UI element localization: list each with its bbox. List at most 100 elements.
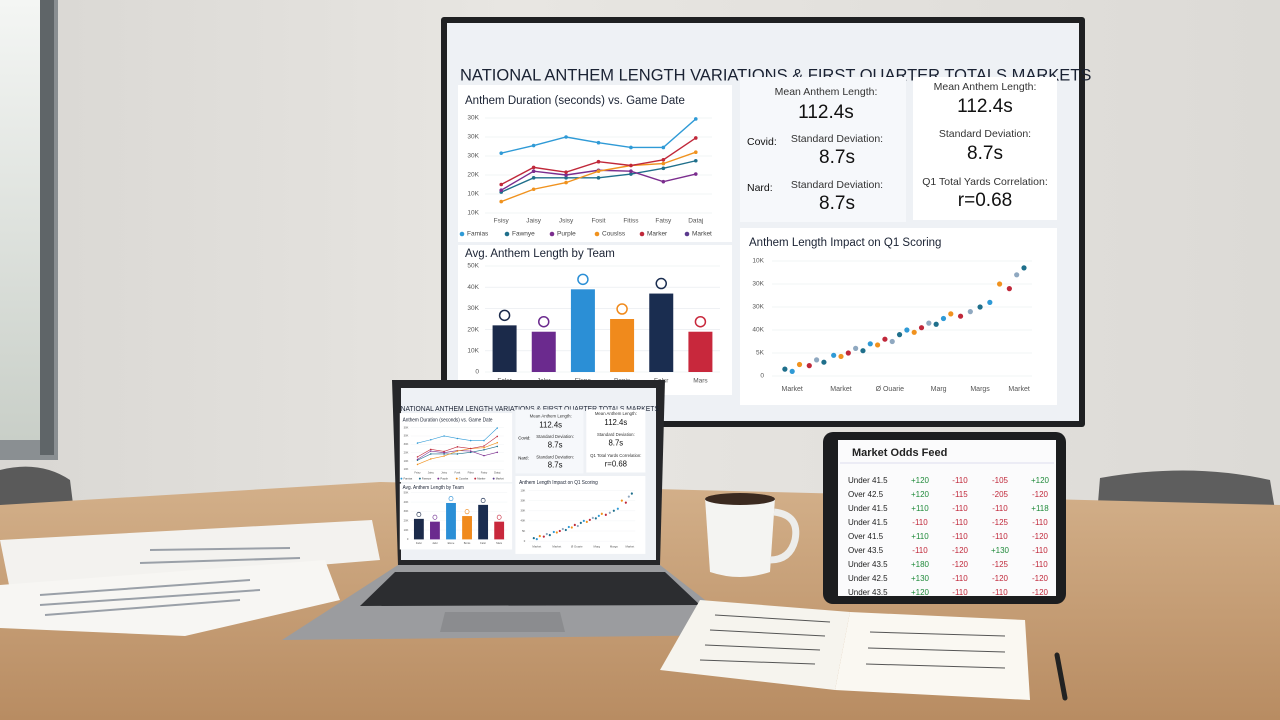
point	[918, 325, 925, 331]
odds-cell: -110	[912, 518, 928, 527]
team-logo	[498, 309, 511, 322]
bar	[531, 331, 556, 372]
point	[987, 299, 993, 305]
odds-cell: -120	[1032, 574, 1049, 583]
point	[693, 158, 698, 163]
odds-cell: +120	[911, 490, 930, 499]
odds-cell: -110	[952, 518, 968, 527]
point	[845, 350, 851, 356]
stat-value: 112.4s	[957, 96, 1013, 117]
odds-cell: -120	[952, 560, 969, 569]
x-tick-label: Market	[781, 386, 802, 393]
team-logo	[538, 315, 550, 328]
y-tick-label: 30K	[752, 304, 764, 311]
y-tick-label: 40K	[467, 284, 479, 291]
dashboard: NATIONAL ANTHEM LENGTH VARIATIONS & FIRS…	[458, 66, 1091, 405]
tablet-screen	[838, 440, 1056, 596]
odds-cell: -120	[992, 574, 1009, 583]
point	[596, 159, 601, 164]
stat-value: 8.7s	[819, 193, 855, 214]
bar	[649, 293, 674, 372]
y-tick-label: 10K	[467, 191, 479, 198]
stat-value: 8.7s	[967, 143, 1003, 164]
stat-label: Q1 Total Yards Correlation:	[922, 176, 1047, 188]
point	[661, 158, 666, 162]
stat-value: r=0.68	[958, 190, 1012, 211]
point	[531, 143, 536, 148]
mug-handle	[769, 508, 800, 564]
legend-swatch	[639, 231, 645, 237]
odds-cell: -110	[952, 504, 968, 513]
legend-label: Fawnye	[512, 231, 535, 238]
point	[499, 199, 504, 204]
y-tick-label: 0	[760, 373, 764, 380]
point	[661, 145, 666, 150]
odds-cell: +120	[911, 476, 930, 485]
point	[629, 163, 633, 168]
odds-cell: -110	[912, 546, 928, 555]
point	[933, 321, 939, 327]
window	[0, 0, 40, 440]
point	[1006, 286, 1012, 292]
point	[838, 353, 844, 360]
x-tick-label: Market	[1008, 386, 1029, 393]
notebook-page	[835, 612, 1030, 700]
odds-cell: -110	[1032, 546, 1048, 555]
legend-label: Marker	[647, 231, 668, 238]
point	[531, 165, 536, 170]
odds-cell: -125	[992, 560, 1009, 569]
point	[531, 176, 536, 180]
point	[499, 151, 504, 155]
point	[564, 135, 568, 139]
bar	[492, 325, 517, 372]
y-tick-label: 30K	[467, 153, 479, 160]
y-tick-label: 10K	[752, 258, 764, 265]
point	[967, 309, 973, 315]
point	[1021, 265, 1027, 271]
keyboard	[360, 572, 700, 606]
point	[977, 304, 983, 310]
y-tick-label: 5K	[756, 350, 765, 357]
chart-title: Anthem Duration (seconds) vs. Game Date	[465, 95, 685, 107]
odds-cell: -120	[952, 546, 969, 555]
point	[882, 336, 888, 342]
odds-cell: -110	[1032, 518, 1048, 527]
odds-cell: -110	[952, 476, 968, 485]
x-tick-label: Jsisy	[559, 218, 574, 225]
panel	[458, 245, 732, 395]
point	[564, 176, 568, 180]
odds-cell: -110	[952, 574, 968, 583]
point	[806, 363, 812, 369]
odds-cell: +110	[911, 504, 929, 513]
odds-cell: -110	[952, 588, 968, 597]
point	[911, 329, 917, 335]
bar	[688, 331, 713, 372]
legend-swatch	[549, 231, 555, 237]
point	[796, 361, 803, 368]
stat-label: Mean Anthem Length:	[775, 86, 878, 98]
stat-label: Standard Deviation:	[791, 133, 883, 145]
legend-label: Purple	[557, 231, 576, 238]
chart-title: Avg. Anthem Length by Team	[465, 248, 615, 260]
y-tick-label: 40K	[752, 327, 764, 334]
team-logo	[655, 277, 667, 290]
point	[596, 176, 601, 180]
point	[531, 169, 536, 173]
panel	[740, 77, 906, 222]
market-label: Under 41.5	[848, 518, 888, 527]
coffee	[705, 493, 775, 505]
point	[867, 341, 873, 347]
point	[875, 342, 881, 348]
notebook-page	[660, 600, 850, 690]
point	[596, 140, 601, 145]
pen	[1054, 652, 1068, 701]
team-logo	[616, 303, 628, 315]
point	[997, 281, 1003, 287]
odds-cell: +180	[911, 560, 930, 569]
laptop-dashboard	[399, 405, 660, 555]
legend-swatch	[684, 231, 690, 237]
team-logo	[694, 315, 707, 328]
stat-label: Mean Anthem Length:	[934, 81, 1037, 93]
point	[948, 311, 954, 317]
